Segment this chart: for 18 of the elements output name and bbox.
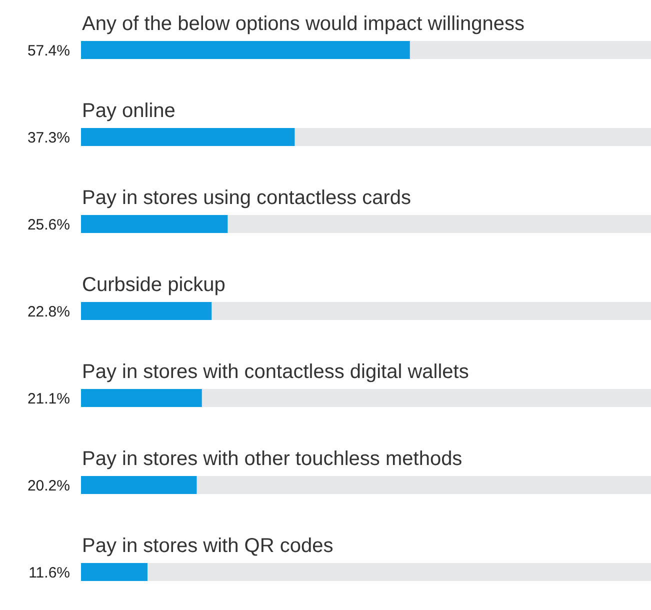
data-label: 11.6% <box>28 564 70 582</box>
bar <box>81 476 197 494</box>
bar <box>81 563 148 581</box>
y-tick-label: Curbside pickup <box>82 274 226 296</box>
data-label: 20.2% <box>27 477 70 494</box>
y-tick-label: Pay in stores with other touchless methods <box>82 448 462 470</box>
data-label: 21.1% <box>27 390 70 408</box>
data-label: 25.6% <box>27 216 70 234</box>
y-tick-label: Pay online <box>82 100 176 122</box>
data-label: 57.4% <box>27 42 70 60</box>
y-tick-label: Pay in stores with QR codes <box>82 535 334 557</box>
data-label: 22.8% <box>27 303 70 320</box>
y-tick-label: Any of the below options would impact willingness <box>82 13 524 35</box>
bar <box>81 389 202 407</box>
y-tick-label: Pay in stores using contactless cards <box>82 187 412 209</box>
y-tick-label: Pay in stores with contactless digital wallets <box>82 361 469 383</box>
data-label: 37.3% <box>27 129 70 146</box>
bar <box>81 302 212 320</box>
